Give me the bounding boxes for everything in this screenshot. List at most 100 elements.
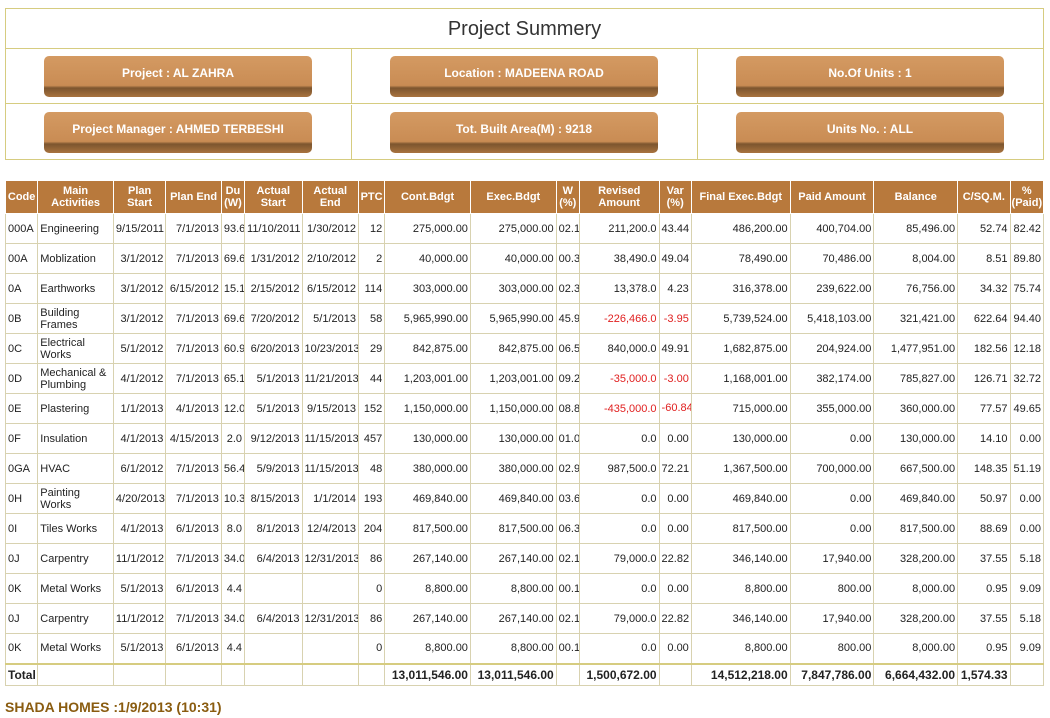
paid-amount-cell: 5,418,103.00: [789, 303, 875, 334]
code-cell: 0K: [4, 633, 39, 664]
plan-end-cell: 6/1/2013: [165, 513, 222, 544]
duration-cell: 34.0: [220, 603, 246, 634]
exec-bdgt-cell: 5,965,990.00: [469, 303, 557, 334]
paid-percent-cell: 5.18: [1009, 543, 1045, 574]
paid-percent-cell: 75.74: [1009, 273, 1045, 304]
col-header: C/SQ.M.: [957, 180, 1011, 214]
csqm-cell: 148.35: [957, 453, 1011, 484]
revised-amount-cell: 211,200.0: [578, 213, 660, 244]
plan-start-cell: 4/20/2013: [112, 483, 167, 514]
balance-cell: 785,827.00: [873, 363, 959, 394]
activity-cell: Earthworks: [37, 273, 114, 304]
var-percent-cell: 4.23: [658, 273, 692, 304]
ptc-cell: 193: [357, 483, 386, 514]
plan-start-cell: 4/1/2012: [112, 363, 167, 394]
cont-bdgt-cell: 8,800.00: [384, 633, 471, 664]
code-cell: 0K: [4, 573, 39, 604]
plan-end-cell: 4/15/2013: [165, 423, 222, 454]
activity-cell: Insulation: [37, 423, 114, 454]
units-no-button[interactable]: Units No. : ALL: [736, 112, 1004, 153]
cont-bdgt-cell: 1,150,000.00: [384, 393, 471, 424]
paid-amount-cell: 800.00: [789, 573, 875, 604]
plan-start-cell: 5/1/2012: [112, 333, 167, 364]
summary-row-1: Project : AL ZAHRA Location : MADEENA RO…: [6, 49, 1043, 104]
plan-end-cell: 6/15/2012: [165, 273, 222, 304]
table-row: 0E Plastering 1/1/2013 4/1/2013 12.0 5/1/2013…: [4, 393, 1045, 424]
code-cell: 0B: [4, 303, 39, 334]
csqm-cell: 50.97: [957, 483, 1011, 514]
plan-end-cell: 7/1/2013: [165, 363, 222, 394]
actual-end-cell: 1/1/2014: [301, 483, 359, 514]
col-header: Code: [4, 180, 39, 214]
table-row: 0C Electrical Works 5/1/2012 7/1/2013 60.9 6/…: [4, 333, 1045, 364]
project-button[interactable]: Project : AL ZAHRA: [44, 56, 312, 97]
duration-cell: 8.0: [220, 513, 246, 544]
var-percent-cell: 0.00: [658, 423, 692, 454]
duration-cell: 69.6: [220, 243, 246, 274]
plan-start-cell: 11/1/2012: [112, 543, 167, 574]
balance-cell: 469,840.00: [873, 483, 959, 514]
paid-amount-cell: 0.00: [789, 513, 875, 544]
built-area-button[interactable]: Tot. Built Area(M) : 9218: [390, 112, 658, 153]
table-row: 0I Tiles Works 4/1/2013 6/1/2013 8.0 8/1/2013…: [4, 513, 1045, 544]
paid-amount-cell: 17,940.00: [789, 603, 875, 634]
w-percent-cell: 02.1: [555, 213, 580, 244]
ptc-cell: 114: [357, 273, 386, 304]
actual-end-cell: 5/1/2013: [301, 303, 359, 334]
plan-end-cell: 4/1/2013: [165, 393, 222, 424]
final-exec-bdgt-cell: 78,490.00: [690, 243, 791, 274]
col-header: % (Paid): [1009, 180, 1045, 214]
paid-percent-cell: 94.40: [1009, 303, 1045, 334]
actual-end-cell: 12/4/2013: [301, 513, 359, 544]
var-percent-cell: -3.00: [658, 363, 692, 394]
plan-start-cell: 5/1/2013: [112, 573, 167, 604]
location-button[interactable]: Location : MADEENA ROAD: [390, 56, 658, 97]
actual-start-cell: 5/9/2013: [244, 453, 303, 484]
actual-end-cell: 2/10/2012: [301, 243, 359, 274]
cont-bdgt-cell: 130,000.00: [384, 423, 471, 454]
csqm-cell: 37.55: [957, 543, 1011, 574]
revised-amount-cell: 0.0: [578, 633, 660, 664]
var-percent-cell: -60.84: [658, 393, 692, 424]
paid-amount-cell: 382,174.00: [789, 363, 875, 394]
units-count-button[interactable]: No.Of Units : 1: [736, 56, 1004, 97]
code-cell: 0J: [4, 543, 39, 574]
paid-percent-cell: 51.19: [1009, 453, 1045, 484]
ptc-cell: 29: [357, 333, 386, 364]
w-percent-cell: 02.3: [555, 273, 580, 304]
total-csqm: 1,574.33: [957, 662, 1011, 686]
code-cell: 00A: [4, 243, 39, 274]
actual-end-cell: 1/30/2012: [301, 213, 359, 244]
exec-bdgt-cell: 303,000.00: [469, 273, 557, 304]
plan-end-cell: 7/1/2013: [165, 453, 222, 484]
paid-percent-cell: 89.80: [1009, 243, 1045, 274]
final-exec-bdgt-cell: 346,140.00: [690, 543, 791, 574]
ptc-cell: 0: [357, 633, 386, 664]
w-percent-cell: 45.9: [555, 303, 580, 334]
csqm-cell: 0.95: [957, 573, 1011, 604]
balance-cell: 328,200.00: [873, 603, 959, 634]
plan-end-cell: 7/1/2013: [165, 603, 222, 634]
revised-amount-cell: 0.0: [578, 573, 660, 604]
var-percent-cell: 49.04: [658, 243, 692, 274]
project-manager-button[interactable]: Project Manager : AHMED TERBESHI: [44, 112, 312, 153]
revised-amount-cell: -35,000.0: [578, 363, 660, 394]
w-percent-cell: 03.6: [555, 483, 580, 514]
activity-cell: Carpentry: [37, 543, 114, 574]
csqm-cell: 622.64: [957, 303, 1011, 334]
col-header: Balance: [873, 180, 959, 214]
actual-start-cell: 8/1/2013: [244, 513, 303, 544]
balance-cell: 360,000.00: [873, 393, 959, 424]
actual-start-cell: 11/10/2011: [244, 213, 303, 244]
table-row: 0H Painting Works 4/20/2013 7/1/2013 10.3 8/1…: [4, 483, 1045, 514]
cont-bdgt-cell: 303,000.00: [384, 273, 471, 304]
w-percent-cell: 01.0: [555, 423, 580, 454]
total-exec-bdgt: 13,011,546.00: [469, 662, 557, 686]
paid-percent-cell: 49.65: [1009, 393, 1045, 424]
var-percent-cell: 0.00: [658, 513, 692, 544]
cont-bdgt-cell: 5,965,990.00: [384, 303, 471, 334]
table-row: 0GA HVAC 6/1/2012 7/1/2013 56.4 5/9/2013 11/15…: [4, 453, 1045, 484]
final-exec-bdgt-cell: 1,367,500.00: [690, 453, 791, 484]
cont-bdgt-cell: 267,140.00: [384, 603, 471, 634]
balance-cell: 76,756.00: [873, 273, 959, 304]
